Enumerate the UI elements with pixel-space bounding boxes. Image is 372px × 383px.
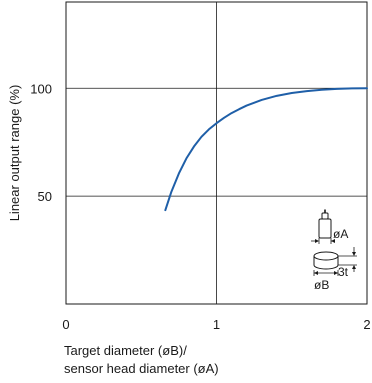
sensor-diameter-label: øA — [333, 227, 348, 241]
target-disc-icon — [313, 251, 339, 270]
sensor-diameter-dimension: øA — [311, 227, 348, 244]
target-thickness-dimension: 3t — [338, 247, 357, 279]
sensor-head-icon — [318, 209, 332, 239]
y-tick-label-0: 50 — [38, 189, 52, 204]
series-line-0 — [164, 87, 368, 212]
sensor-cable — [324, 209, 326, 214]
y-tick-label-1: 100 — [30, 81, 52, 96]
target-diameter-label: øB — [314, 278, 329, 292]
series-layer — [164, 87, 368, 212]
y-axis-title: Linear output range (%) — [7, 85, 22, 222]
target-diameter-dimension: øB — [313, 270, 339, 292]
x-axis-title-line-1: sensor head diameter (øA) — [64, 361, 219, 376]
sensor-body — [318, 218, 332, 239]
target-top-face — [313, 251, 339, 261]
tick-labels: 0 1 2 50 100 — [30, 81, 370, 332]
x-axis-title-line-0: Target diameter (øB)/ — [64, 343, 187, 358]
x-tick-label-0: 0 — [62, 317, 69, 332]
x-tick-label-2: 2 — [363, 317, 370, 332]
sensor-target-schematic: øA 3t — [311, 209, 357, 292]
x-axis-title: Target diameter (øB)/ sensor head diamete… — [64, 343, 219, 376]
plot-frame — [65, 1, 368, 305]
sensor-connector — [321, 212, 329, 220]
target-thickness-label: 3t — [338, 265, 349, 279]
grid — [66, 2, 367, 304]
x-tick-label-1: 1 — [213, 317, 220, 332]
